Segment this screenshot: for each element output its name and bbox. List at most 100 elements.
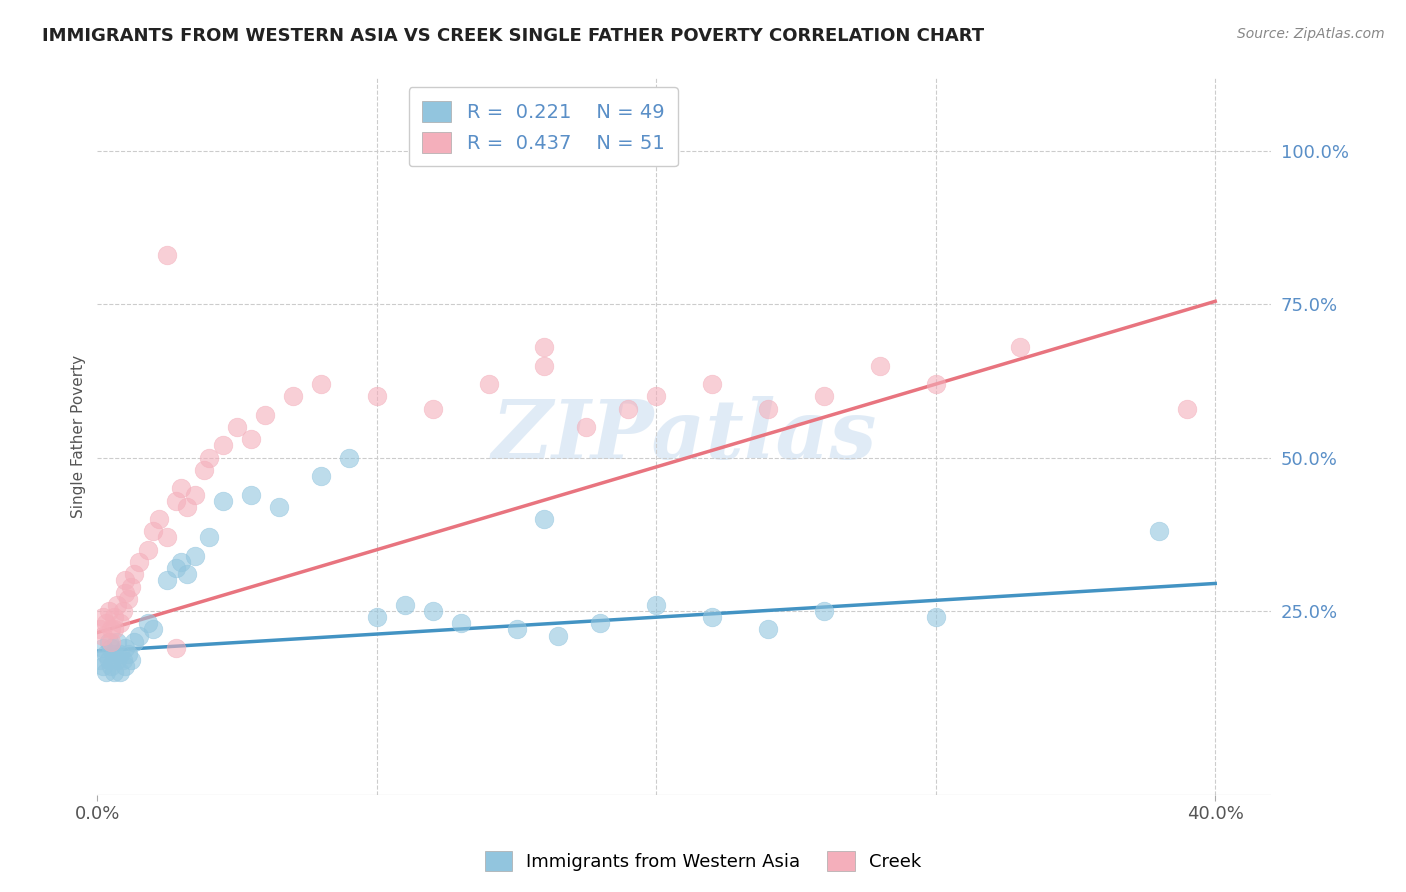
Point	[117, 647, 139, 661]
Point	[105, 598, 128, 612]
Point	[176, 500, 198, 514]
Point	[533, 340, 555, 354]
Point	[122, 634, 145, 648]
Point	[142, 524, 165, 539]
Point	[212, 438, 235, 452]
Point	[170, 482, 193, 496]
Point	[94, 616, 117, 631]
Point	[478, 377, 501, 392]
Point	[108, 665, 131, 680]
Point	[533, 359, 555, 373]
Point	[114, 640, 136, 655]
Point	[281, 389, 304, 403]
Point	[184, 487, 207, 501]
Point	[100, 659, 122, 673]
Point	[337, 450, 360, 465]
Point	[756, 623, 779, 637]
Point	[94, 665, 117, 680]
Point	[128, 629, 150, 643]
Point	[756, 401, 779, 416]
Point	[1008, 340, 1031, 354]
Point	[120, 653, 142, 667]
Point	[89, 653, 111, 667]
Point	[103, 665, 125, 680]
Point	[702, 377, 724, 392]
Point	[148, 512, 170, 526]
Point	[108, 616, 131, 631]
Text: IMMIGRANTS FROM WESTERN ASIA VS CREEK SINGLE FATHER POVERTY CORRELATION CHART: IMMIGRANTS FROM WESTERN ASIA VS CREEK SI…	[42, 27, 984, 45]
Point	[394, 598, 416, 612]
Point	[366, 610, 388, 624]
Point	[165, 493, 187, 508]
Point	[108, 647, 131, 661]
Point	[100, 623, 122, 637]
Point	[226, 420, 249, 434]
Point	[103, 610, 125, 624]
Point	[925, 377, 948, 392]
Point	[91, 659, 114, 673]
Point	[120, 580, 142, 594]
Point	[105, 634, 128, 648]
Legend: R =  0.221    N = 49, R =  0.437    N = 51: R = 0.221 N = 49, R = 0.437 N = 51	[409, 87, 678, 167]
Point	[100, 634, 122, 648]
Point	[136, 542, 159, 557]
Point	[170, 555, 193, 569]
Point	[589, 616, 612, 631]
Point	[176, 567, 198, 582]
Point	[422, 604, 444, 618]
Point	[105, 653, 128, 667]
Point	[702, 610, 724, 624]
Point	[1149, 524, 1171, 539]
Point	[575, 420, 598, 434]
Point	[422, 401, 444, 416]
Point	[136, 616, 159, 631]
Point	[198, 531, 221, 545]
Point	[309, 469, 332, 483]
Point	[114, 574, 136, 588]
Point	[91, 640, 114, 655]
Point	[165, 640, 187, 655]
Point	[184, 549, 207, 563]
Point	[91, 629, 114, 643]
Point	[925, 610, 948, 624]
Point	[142, 623, 165, 637]
Point	[617, 401, 640, 416]
Y-axis label: Single Father Poverty: Single Father Poverty	[72, 355, 86, 518]
Point	[97, 604, 120, 618]
Point	[111, 604, 134, 618]
Point	[869, 359, 891, 373]
Point	[533, 512, 555, 526]
Point	[103, 647, 125, 661]
Point	[117, 591, 139, 606]
Point	[114, 585, 136, 599]
Point	[505, 623, 527, 637]
Legend: Immigrants from Western Asia, Creek: Immigrants from Western Asia, Creek	[478, 844, 928, 879]
Point	[240, 487, 263, 501]
Point	[240, 433, 263, 447]
Point	[309, 377, 332, 392]
Point	[813, 604, 835, 618]
Point	[813, 389, 835, 403]
Point	[156, 574, 179, 588]
Point	[645, 389, 668, 403]
Point	[100, 640, 122, 655]
Point	[165, 561, 187, 575]
Point	[97, 634, 120, 648]
Point	[122, 567, 145, 582]
Text: Source: ZipAtlas.com: Source: ZipAtlas.com	[1237, 27, 1385, 41]
Point	[253, 408, 276, 422]
Point	[103, 623, 125, 637]
Point	[111, 653, 134, 667]
Point	[193, 463, 215, 477]
Text: ZIPatlas: ZIPatlas	[492, 396, 877, 476]
Point	[156, 531, 179, 545]
Point	[212, 493, 235, 508]
Point	[94, 647, 117, 661]
Point	[645, 598, 668, 612]
Point	[91, 610, 114, 624]
Point	[1175, 401, 1198, 416]
Point	[366, 389, 388, 403]
Point	[89, 623, 111, 637]
Point	[97, 653, 120, 667]
Point	[128, 555, 150, 569]
